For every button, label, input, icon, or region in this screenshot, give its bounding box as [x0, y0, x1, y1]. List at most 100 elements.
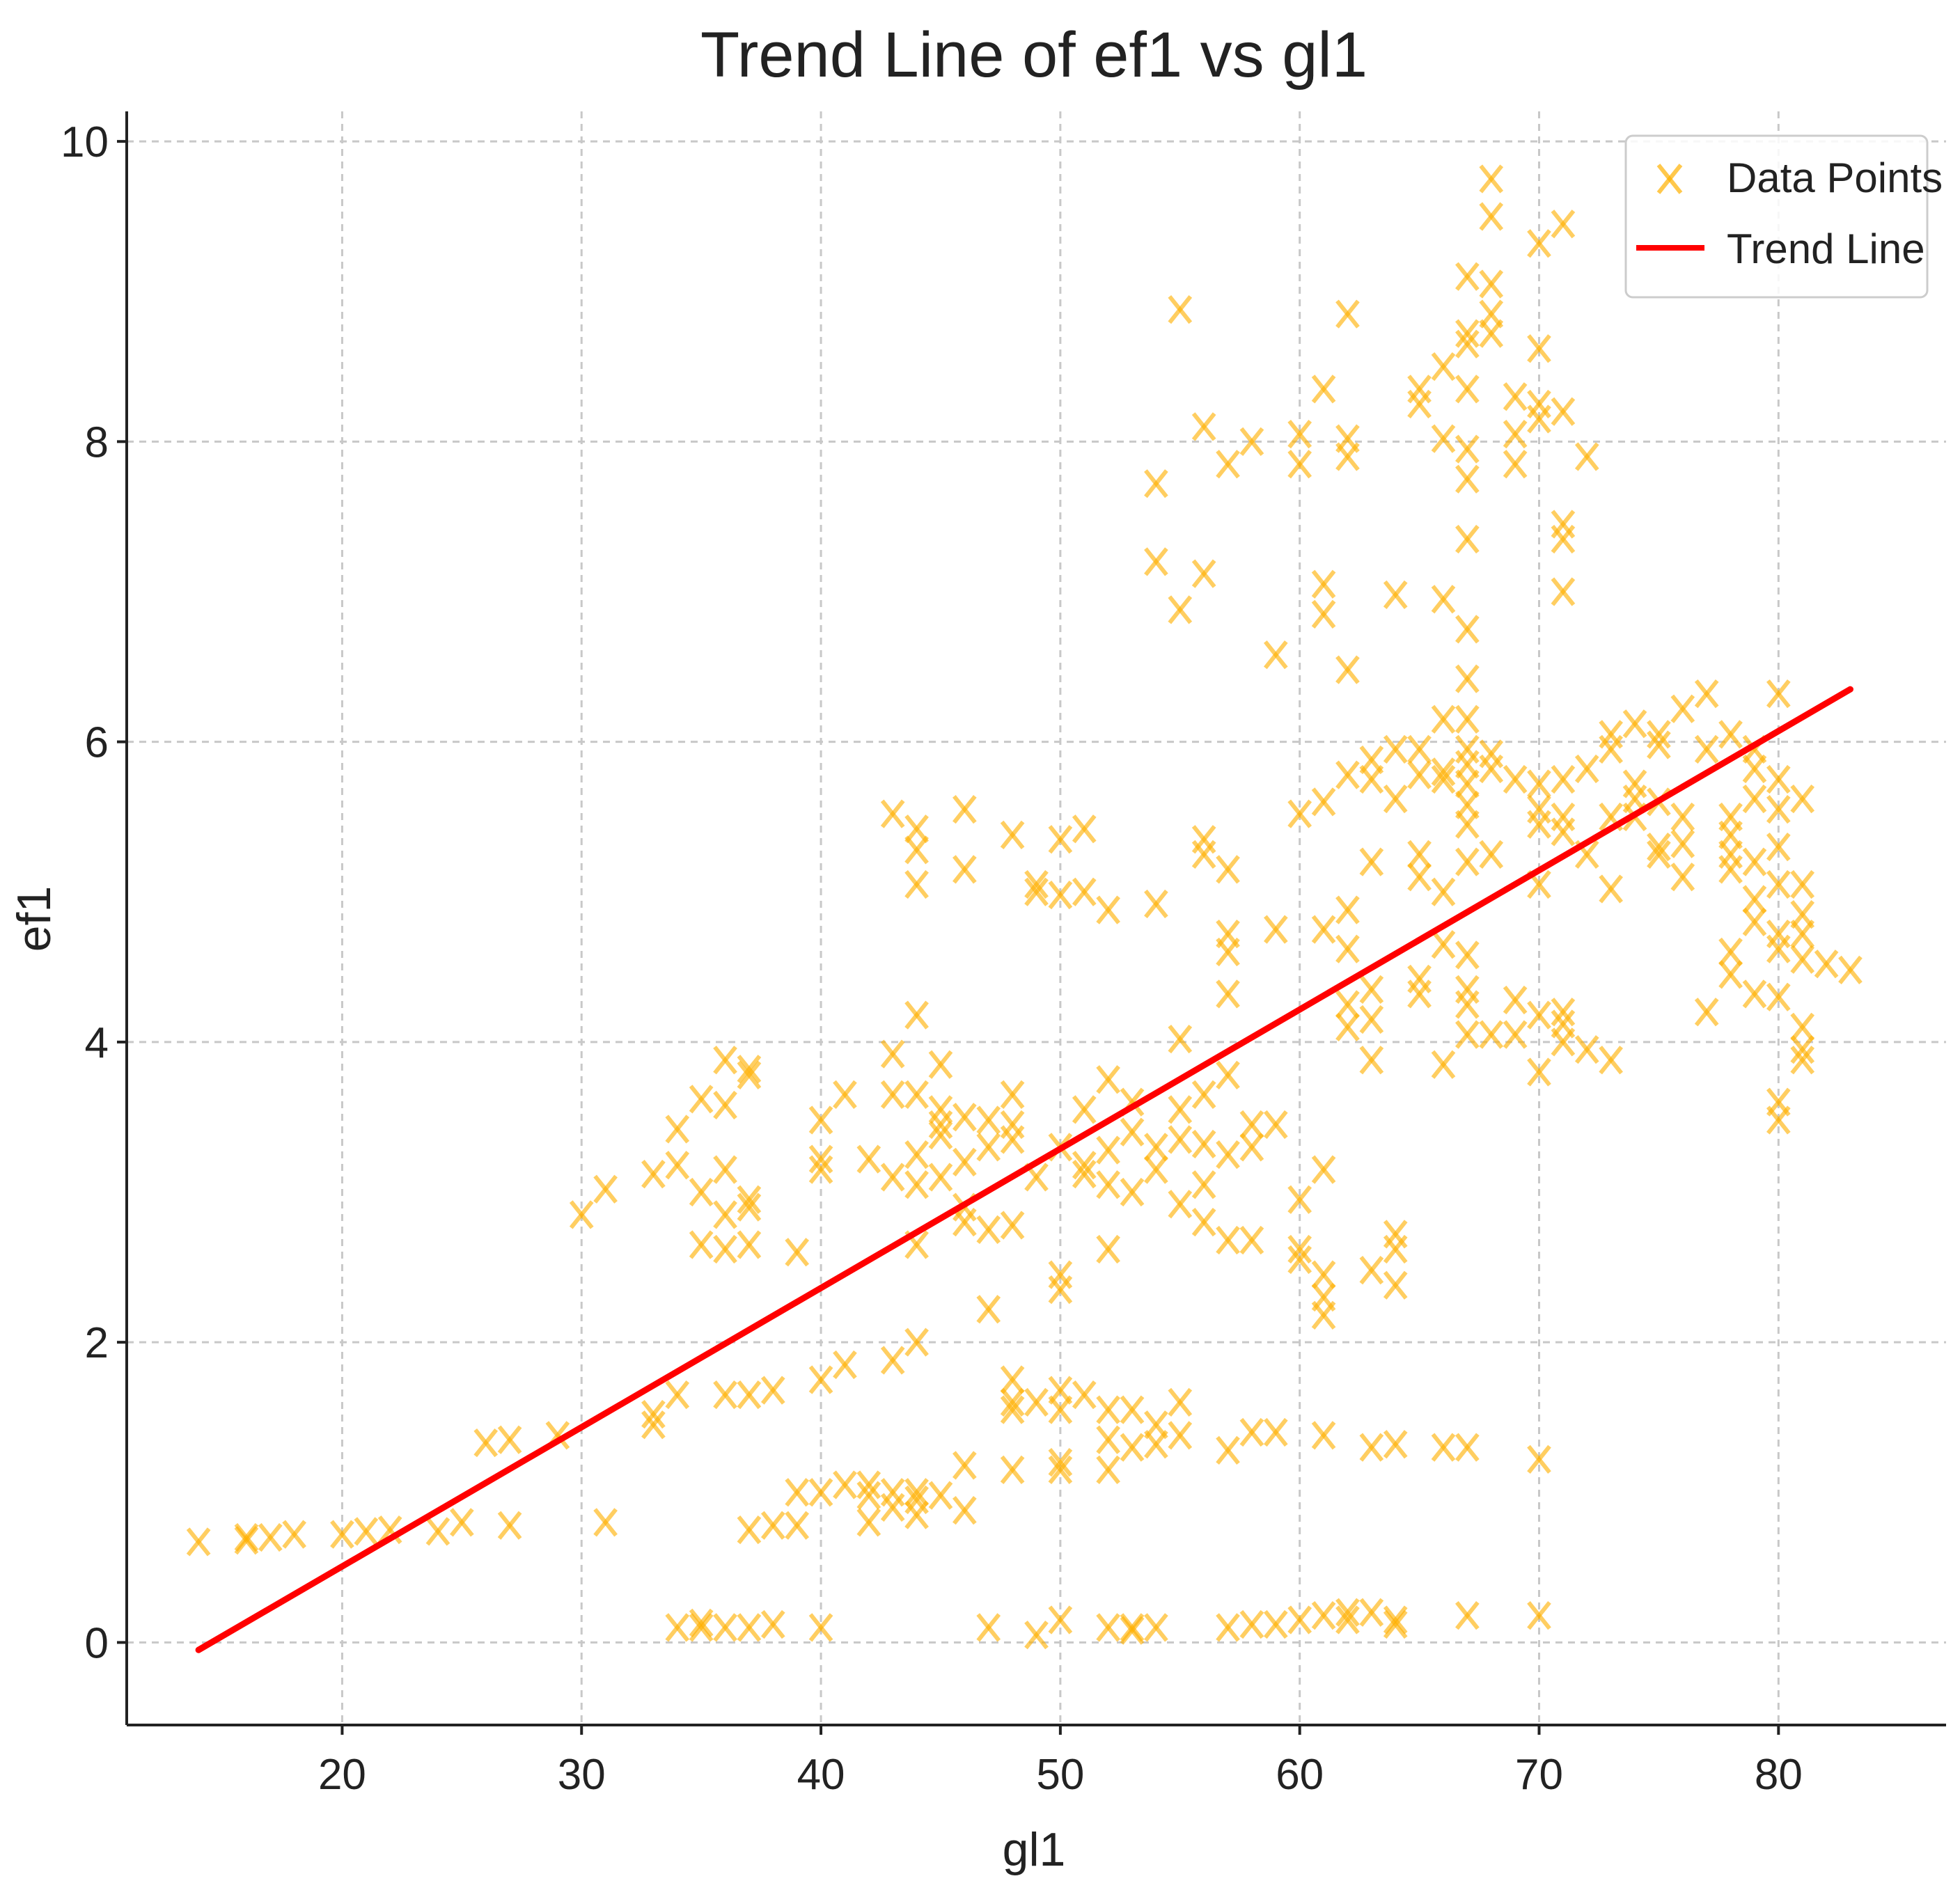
data-point — [1718, 855, 1743, 884]
data-point — [1407, 863, 1432, 892]
data-point — [1647, 730, 1671, 759]
data-point — [1766, 1105, 1791, 1135]
data-point — [1359, 1046, 1384, 1075]
data-point — [1216, 1613, 1240, 1642]
data-point — [1072, 1095, 1097, 1124]
data-point — [833, 1470, 857, 1499]
data-point — [1048, 1448, 1073, 1477]
data-point — [1790, 869, 1815, 899]
data-point — [1072, 1380, 1097, 1410]
data-point — [1287, 799, 1312, 828]
y-axis-ticks: 0 2 4 6 8 10 — [61, 118, 127, 1667]
data-point — [1359, 975, 1384, 1005]
data-point — [1048, 1605, 1073, 1635]
data-point — [1670, 802, 1695, 832]
legend-marker-data-points-icon — [1656, 164, 1683, 194]
data-point — [1551, 577, 1576, 606]
data-point — [1335, 1598, 1360, 1627]
data-point — [1168, 1024, 1193, 1054]
data-point — [1455, 1433, 1480, 1462]
x-tick-label: 30 — [558, 1751, 606, 1799]
data-point — [952, 1208, 977, 1237]
data-point — [1383, 734, 1408, 764]
data-point — [1168, 1387, 1193, 1417]
data-point — [1574, 754, 1599, 784]
data-point — [1120, 1395, 1145, 1424]
data-point — [1455, 810, 1480, 839]
data-point — [1551, 998, 1576, 1027]
data-point — [1766, 869, 1791, 899]
data-point — [1359, 1598, 1384, 1627]
data-point — [1766, 934, 1791, 963]
data-point — [1503, 1020, 1528, 1049]
data-point — [1335, 934, 1360, 963]
data-point — [880, 1346, 905, 1375]
data-point — [952, 1496, 977, 1525]
data-point — [1144, 1133, 1168, 1162]
data-point — [904, 1170, 929, 1199]
data-point — [1144, 1155, 1168, 1184]
data-point — [1144, 1613, 1168, 1642]
data-point — [1742, 784, 1767, 814]
data-point — [593, 1508, 618, 1537]
data-point — [1527, 810, 1551, 839]
data-point — [1311, 1155, 1336, 1184]
data-point — [1216, 1140, 1240, 1170]
data-point — [377, 1515, 402, 1545]
data-point — [1096, 895, 1120, 924]
data-point — [737, 1060, 762, 1089]
data-point — [1168, 1125, 1193, 1154]
data-point — [1287, 1185, 1312, 1214]
data-point — [1551, 210, 1576, 239]
data-point — [1431, 764, 1456, 794]
data-point — [1670, 829, 1695, 858]
data-point — [1335, 299, 1360, 329]
data-point — [665, 1380, 690, 1410]
data-point — [1144, 889, 1168, 919]
data-point — [1216, 450, 1240, 479]
data-point — [976, 1215, 1001, 1245]
y-tick-label: 8 — [85, 418, 109, 466]
data-point — [1120, 1117, 1145, 1147]
data-point — [1455, 262, 1480, 291]
data-point — [665, 1115, 690, 1144]
data-point — [880, 799, 905, 828]
data-point — [1455, 329, 1480, 359]
data-point — [641, 1160, 666, 1189]
trend-line-series — [195, 686, 1853, 1653]
data-point — [1814, 950, 1839, 979]
legend: Data Points Trend Line — [1624, 134, 1943, 299]
data-point — [1551, 817, 1576, 846]
data-point — [1694, 734, 1719, 764]
data-point — [1024, 877, 1049, 906]
data-point — [713, 1380, 737, 1410]
data-point — [1000, 1387, 1025, 1417]
data-point — [1239, 1225, 1264, 1255]
data-point — [1407, 734, 1432, 764]
data-point — [689, 1613, 714, 1642]
data-point — [1263, 915, 1288, 944]
data-point — [808, 1613, 833, 1642]
data-point — [1239, 1133, 1264, 1162]
data-point — [1359, 1433, 1384, 1462]
data-point — [1191, 840, 1216, 869]
data-point — [1455, 1020, 1480, 1049]
data-point — [880, 1163, 905, 1192]
data-point — [1455, 1600, 1480, 1630]
data-point — [737, 1192, 762, 1222]
data-point — [1503, 419, 1528, 449]
data-point — [1000, 1395, 1025, 1424]
data-point — [354, 1517, 379, 1546]
data-point — [1383, 1234, 1408, 1264]
data-point — [1694, 998, 1719, 1027]
data-point — [1383, 1430, 1408, 1459]
data-point — [904, 1478, 929, 1507]
data-point — [737, 1055, 762, 1084]
data-point — [1455, 990, 1480, 1019]
data-point — [1096, 1234, 1120, 1264]
data-point — [1383, 784, 1408, 814]
data-point — [1790, 945, 1815, 974]
data-point — [1096, 1395, 1120, 1424]
data-point — [665, 1613, 690, 1642]
data-point — [1096, 1425, 1120, 1454]
